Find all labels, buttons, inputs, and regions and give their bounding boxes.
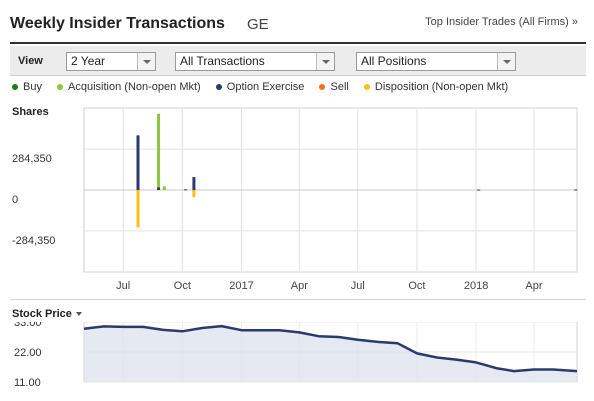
- stock-price-chart: 33.00 22.00 11.00: [14, 322, 578, 389]
- legend-label: Option Exercise: [226, 81, 305, 93]
- period-select-value: 2 Year: [71, 54, 106, 68]
- legend-label: Disposition (Non-open Mkt): [374, 81, 509, 93]
- legend-label: Acquisition (Non-open Mkt): [68, 81, 201, 93]
- x-tick-label: 2018: [464, 280, 488, 292]
- page-title: Weekly Insider Transactions: [10, 15, 225, 32]
- positions-select[interactable]: All Positions: [356, 52, 516, 71]
- transaction-bar: [477, 189, 481, 191]
- view-label: View: [18, 55, 43, 67]
- transaction-bar: [157, 187, 161, 190]
- legend-item-buy: Buy: [12, 81, 42, 93]
- view-bar: View 2 Year All Transactions All Positio…: [10, 46, 586, 76]
- stock-price-title: Stock Price: [12, 308, 72, 320]
- x-tick-label: Apr: [291, 280, 308, 292]
- chevron-down-icon[interactable]: [316, 53, 334, 70]
- caret-down-icon[interactable]: [75, 312, 82, 317]
- transaction-bar: [162, 186, 166, 190]
- ticker-symbol: GE: [247, 16, 269, 33]
- chevron-down-icon[interactable]: [497, 53, 515, 70]
- header-rule: [10, 42, 586, 44]
- price-y-tick-label: 33.00: [14, 322, 42, 329]
- stock-price-header[interactable]: Stock Price: [12, 308, 82, 320]
- x-tick-label: Oct: [174, 280, 191, 292]
- x-tick-label: 2017: [229, 280, 253, 292]
- price-y-tick-label: 11.00: [14, 377, 41, 389]
- y-tick-label: 0: [12, 194, 18, 206]
- x-tick-label: Jul: [116, 280, 130, 292]
- shares-axis-title: Shares: [12, 106, 49, 118]
- x-tick-label: Oct: [408, 280, 425, 292]
- price-line: [83, 324, 578, 373]
- legend: Buy Acquisition (Non-open Mkt) Option Ex…: [12, 81, 520, 93]
- legend-item-acquisition: Acquisition (Non-open Mkt): [57, 81, 201, 93]
- legend-dot-icon: [12, 84, 18, 90]
- positions-select-value: All Positions: [361, 54, 427, 68]
- top-insider-trades-link[interactable]: Top Insider Trades (All Firms) »: [425, 16, 578, 28]
- legend-item-disposition: Disposition (Non-open Mkt): [363, 81, 509, 93]
- chevron-down-icon[interactable]: [137, 53, 155, 70]
- transaction-bar: [192, 190, 196, 198]
- transactions-select[interactable]: All Transactions: [175, 52, 335, 71]
- price-y-tick-label: 22.00: [14, 347, 42, 359]
- legend-item-option-exercise: Option Exercise: [215, 81, 305, 93]
- y-tick-label: -284,350: [12, 235, 55, 247]
- transaction-bar: [192, 177, 196, 190]
- transaction-bar: [136, 135, 140, 190]
- transaction-bar: [157, 113, 161, 190]
- legend-label: Buy: [23, 81, 42, 93]
- legend-label: Sell: [330, 81, 349, 93]
- legend-dot-icon: [319, 84, 326, 90]
- legend-dot-icon: [57, 84, 64, 90]
- period-select[interactable]: 2 Year: [66, 52, 156, 71]
- transaction-bar: [136, 190, 140, 228]
- legend-dot-icon: [363, 84, 370, 90]
- chart-divider: [10, 299, 586, 300]
- legend-dot-icon: [215, 84, 222, 90]
- x-tick-label: Apr: [525, 280, 542, 292]
- transactions-select-value: All Transactions: [180, 54, 265, 68]
- transaction-bar: [184, 189, 188, 191]
- legend-item-sell: Sell: [319, 81, 349, 93]
- y-tick-label: 284,350: [12, 153, 52, 165]
- x-tick-label: Jul: [351, 280, 365, 292]
- transaction-bar: [574, 189, 578, 191]
- price-area: [84, 326, 577, 382]
- insider-transactions-chart: Jul Oct 2017 Apr Jul Oct 2018 Apr 284,350 0 -284,3…: [12, 107, 578, 292]
